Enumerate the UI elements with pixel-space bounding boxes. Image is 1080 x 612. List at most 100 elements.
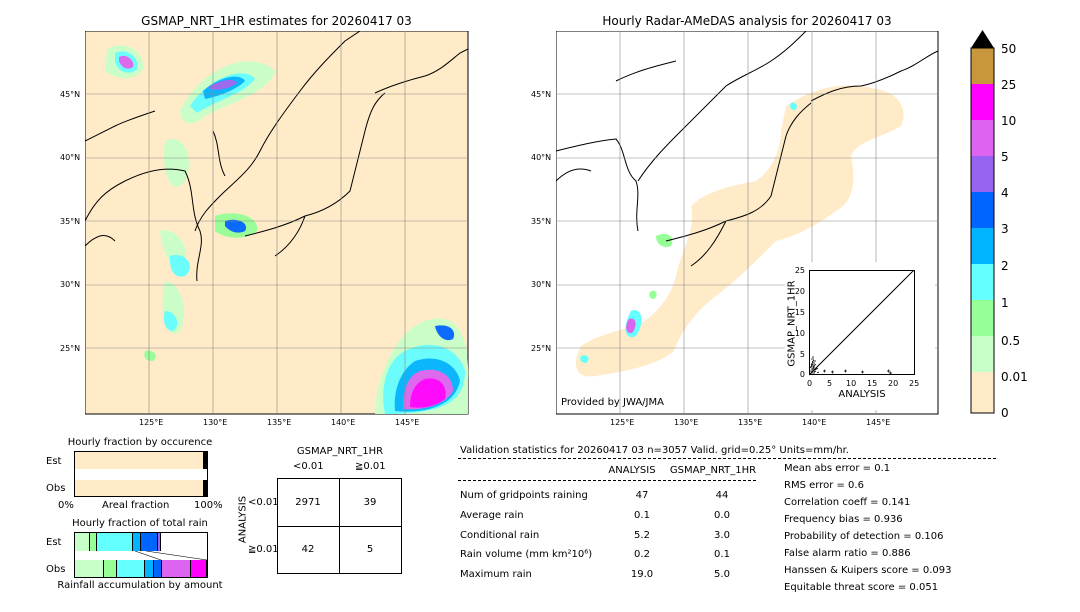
scatter-xtick-10: 10: [846, 379, 857, 388]
validation-col-analysis: ANALYSIS: [608, 465, 656, 476]
total-rain-title: Hourly fraction of total rain: [72, 518, 208, 529]
occurrence-est-segment-2: [205, 452, 206, 469]
score-frequency-bias: Frequency bias = 0.936: [784, 514, 903, 525]
score-ets: Equitable threat score = 0.051: [784, 582, 939, 593]
scatter-xlabel: ANALYSIS: [838, 389, 886, 400]
left-map-title: GSMAP_NRT_1HR estimates for 20260417 03: [141, 14, 412, 28]
left-lon-135: 135°E: [267, 418, 292, 427]
colorbar-swatch-3: [971, 228, 994, 264]
colorbar-label-50: 50: [1001, 42, 1017, 56]
validation-row-label-0: Num of gridpoints raining: [460, 490, 588, 501]
colorbar-swatch-5: [971, 156, 994, 192]
colorbar-swatch-0.01: [971, 372, 994, 413]
contingency-row-1: ≧0.01: [248, 544, 279, 555]
occurrence-est-segment-1: [204, 452, 205, 469]
left-lat-40: 40°N: [60, 153, 81, 162]
right-lon-140: 140°E: [802, 418, 827, 427]
colorbar-swatch-1: [971, 300, 994, 336]
scatter-diagonal: [809, 270, 915, 376]
occurrence-axis-right: 100%: [194, 500, 223, 511]
occurrence-obs-segment-2: [205, 480, 206, 496]
right-lat-35: 35°N: [531, 217, 552, 226]
right-lon-130: 130°E: [674, 418, 699, 427]
left-map-precip: [105, 45, 469, 414]
colorbar-label-0.01: 0.01: [1001, 370, 1028, 384]
contingency-cell-10: 42: [301, 544, 315, 555]
occurrence-axis-mid: Areal fraction: [102, 500, 170, 511]
colorbar-label-1: 1: [1001, 296, 1009, 310]
score-mean-abs-error: Mean abs error = 0.1: [784, 463, 891, 474]
right-map-credit: Provided by JWA/JMA: [561, 397, 664, 408]
left-lat-35: 35°N: [60, 217, 81, 226]
total-obs-segment-0: [75, 560, 105, 577]
occurrence-est-segment-0: [75, 452, 204, 469]
total-obs-segment-5: [161, 560, 192, 577]
colorbar-label-0.5: 0.5: [1001, 334, 1021, 348]
score-rms-error: RMS error = 0.6: [784, 480, 864, 491]
contingency-row-0: <0.01: [248, 497, 279, 508]
colorbar: [970, 30, 995, 414]
scatter-xtick-5: 5: [827, 379, 833, 388]
validation-row-gsmap-4: 5.0: [714, 569, 730, 580]
scatter-ylabel: GSMAP_NRT_1HR: [786, 280, 798, 367]
left-lon-130: 130°E: [203, 418, 228, 427]
contingency-col-1: ≧0.01: [355, 461, 386, 472]
validation-row-analysis-0: 47: [635, 490, 649, 501]
scatter-xtick-25: 25: [909, 379, 920, 388]
scatter-ytick-20: 20: [794, 287, 805, 296]
total-est-segment-5: [158, 533, 161, 551]
validation-row-analysis-4: 19.0: [630, 569, 654, 580]
score-far: False alarm ratio = 0.886: [784, 548, 911, 559]
scatter-inset: [809, 270, 915, 376]
colorbar-label-4: 4: [1001, 186, 1009, 200]
scatter-ytick-25: 25: [794, 266, 805, 275]
contingency-frame: [277, 478, 402, 574]
validation-row-label-3: Rain volume (mm km²10⁶): [460, 549, 593, 560]
total-rain-footer: Rainfall accumulation by amount: [57, 580, 223, 591]
total-row-obs: Obs: [46, 564, 66, 575]
scatter-ytick-5: 5: [799, 350, 805, 359]
right-map-coastline: [556, 31, 939, 267]
colorbar-over-triangle: [971, 30, 994, 48]
contingency-cell-01: 39: [363, 497, 377, 508]
colorbar-label-3: 3: [1001, 222, 1009, 236]
contingency-title: GSMAP_NRT_1HR: [296, 446, 384, 457]
total-est-segment-0: [75, 533, 90, 551]
validation-row-gsmap-3: 0.1: [714, 549, 730, 560]
total-rain-connector: [134, 551, 207, 560]
occurrence-obs-segment-1: [204, 480, 205, 496]
validation-col-gsmap: GSMAP_NRT_1HR: [669, 465, 757, 476]
contingency-row-axis: ANALYSIS: [237, 495, 249, 544]
left-lon-140: 140°E: [331, 418, 356, 427]
validation-row-label-2: Conditional rain: [460, 530, 540, 541]
total-obs-segment-2: [116, 560, 145, 577]
scatter-points: [809, 356, 892, 375]
total-est-segment-4: [140, 533, 159, 551]
left-lon-145: 145°E: [395, 418, 420, 427]
colorbar-label-0: 0: [1001, 406, 1009, 420]
validation-row-gsmap-1: 0.0: [714, 510, 730, 521]
colorbar-swatch-25: [971, 84, 994, 120]
occurrence-bar-est: [75, 452, 207, 469]
left-lat-45: 45°N: [60, 90, 81, 99]
left-lon-125: 125°E: [139, 418, 164, 427]
occurrence-axis-left: 0%: [58, 500, 74, 511]
right-map: [556, 31, 939, 415]
occurrence-frame: [74, 451, 208, 497]
total-obs-segment-1: [104, 560, 117, 577]
validation-header: Validation statistics for 20260417 03 n=…: [460, 445, 849, 456]
score-pod: Probability of detection = 0.106: [784, 531, 944, 542]
contingency-col-0: <0.01: [293, 461, 324, 472]
colorbar-swatch-50: [971, 48, 994, 84]
colorbar-label-5: 5: [1001, 150, 1009, 164]
scatter-ytick-10: 10: [794, 329, 805, 338]
right-lon-125: 125°E: [610, 418, 635, 427]
validation-divider-top: [458, 458, 996, 459]
occurrence-title: Hourly fraction by occurence: [67, 437, 213, 448]
validation-row-analysis-2: 5.2: [634, 530, 650, 541]
right-map-title: Hourly Radar-AMeDAS analysis for 2026041…: [602, 14, 892, 28]
scatter-xtick-20: 20: [888, 379, 899, 388]
total-rain-frame: [74, 532, 208, 578]
total-row-est: Est: [46, 537, 62, 548]
colorbar-label-25: 25: [1001, 78, 1017, 92]
